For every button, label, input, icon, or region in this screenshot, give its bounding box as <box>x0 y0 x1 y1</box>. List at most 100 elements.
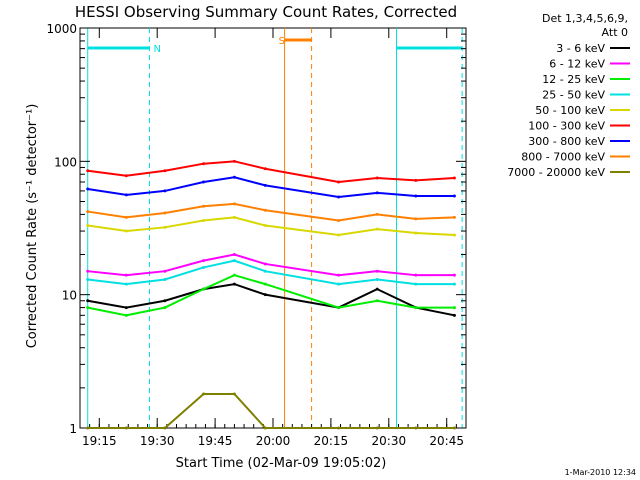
series-line-5 <box>87 160 455 183</box>
legend-label-4: 50 - 100 keV <box>535 104 605 117</box>
series-point-4 <box>232 215 236 219</box>
series-line-4 <box>87 216 455 237</box>
series-point-3 <box>202 265 206 269</box>
series-point-5 <box>452 176 456 180</box>
plot-frame <box>79 27 467 429</box>
series-point-7 <box>163 211 167 215</box>
series-point-1 <box>337 273 341 277</box>
series-point-8 <box>375 426 379 430</box>
series-point-8 <box>124 426 128 430</box>
series-point-3 <box>232 259 236 263</box>
series-point-0 <box>232 282 236 286</box>
annotation-label-0: N <box>153 44 160 55</box>
series-point-6 <box>163 189 167 193</box>
series-point-2 <box>414 306 418 310</box>
series-point-5 <box>375 176 379 180</box>
series-point-8 <box>202 392 206 396</box>
series-point-7 <box>337 218 341 222</box>
series-point-2 <box>163 306 167 310</box>
series-point-2 <box>124 313 128 317</box>
series-point-4 <box>124 229 128 233</box>
series-point-7 <box>86 210 90 214</box>
series-point-5 <box>232 159 236 163</box>
series-point-8 <box>263 426 267 430</box>
plot-area: N S 1 10 100 1000 19:15 19:30 19:45 20:00 20:15 20:… <box>46 22 467 448</box>
series-point-6 <box>232 175 236 179</box>
series-point-6 <box>452 194 456 198</box>
series-point-7 <box>124 215 128 219</box>
series-point-4 <box>202 218 206 222</box>
series-point-8 <box>86 426 90 430</box>
series-point-2 <box>375 299 379 303</box>
series-point-5 <box>124 174 128 178</box>
series-point-6 <box>375 191 379 195</box>
series-point-2 <box>202 287 206 291</box>
series-line-6 <box>87 176 455 199</box>
series-point-5 <box>202 162 206 166</box>
y-tick-label: 1 <box>69 422 77 436</box>
series-point-5 <box>337 180 341 184</box>
series-point-1 <box>414 273 418 277</box>
series-point-5 <box>86 169 90 173</box>
series-point-4 <box>452 233 456 237</box>
series-line-1 <box>87 253 455 277</box>
series-point-4 <box>163 225 167 229</box>
y-tick-label: 1000 <box>46 22 77 36</box>
series-point-4 <box>375 227 379 231</box>
series-point-3 <box>414 282 418 286</box>
series-point-2 <box>452 306 456 310</box>
series-point-5 <box>263 167 267 171</box>
series-point-7 <box>452 215 456 219</box>
series-point-2 <box>232 273 236 277</box>
series-point-7 <box>263 208 267 212</box>
series-point-1 <box>452 273 456 277</box>
series-point-1 <box>86 269 90 273</box>
series-line-3 <box>87 259 455 286</box>
series-line-7 <box>87 202 455 222</box>
series-point-0 <box>263 293 267 297</box>
series-point-3 <box>263 269 267 273</box>
series-point-4 <box>414 231 418 235</box>
series-point-8 <box>232 392 236 396</box>
legend-title-line-1: Det 1,3,4,5,6,9, <box>542 12 628 25</box>
series-point-7 <box>232 202 236 206</box>
series-point-1 <box>124 273 128 277</box>
series-point-3 <box>86 277 90 281</box>
x-tick-label: 20:45 <box>429 434 464 448</box>
series-point-4 <box>337 233 341 237</box>
series-point-3 <box>452 282 456 286</box>
series-point-3 <box>375 277 379 281</box>
series-line-2 <box>87 274 455 317</box>
x-axis-label: Start Time (02-Mar-09 19:05:02) <box>176 456 387 471</box>
series-point-7 <box>414 217 418 221</box>
chart-title: HESSI Observing Summary Count Rates, Cor… <box>75 3 457 21</box>
series-point-0 <box>452 313 456 317</box>
legend-label-8: 7000 - 20000 keV <box>507 166 605 179</box>
series-point-0 <box>375 287 379 291</box>
series-point-0 <box>86 299 90 303</box>
legend-label-3: 25 - 50 keV <box>542 89 605 102</box>
series-point-7 <box>202 204 206 208</box>
series-point-6 <box>414 194 418 198</box>
series-point-3 <box>124 282 128 286</box>
series-point-4 <box>263 224 267 228</box>
series-point-6 <box>202 180 206 184</box>
y-tick-label: 10 <box>62 289 77 303</box>
series-point-2 <box>263 282 267 286</box>
series-point-5 <box>414 178 418 182</box>
series-point-3 <box>337 282 341 286</box>
x-tick-label: 20:30 <box>372 434 407 448</box>
x-tick-label: 19:30 <box>140 434 175 448</box>
x-tick-label: 20:15 <box>314 434 349 448</box>
series-point-8 <box>337 426 341 430</box>
generated-timestamp: 1-Mar-2010 12:34 <box>565 468 636 477</box>
legend-label-5: 100 - 300 keV <box>528 120 605 133</box>
series-point-5 <box>163 169 167 173</box>
series-point-0 <box>124 306 128 310</box>
legend-label-2: 12 - 25 keV <box>542 73 605 86</box>
legend-label-0: 3 - 6 keV <box>556 42 605 55</box>
series-point-8 <box>452 426 456 430</box>
series-point-6 <box>263 183 267 187</box>
series-point-4 <box>86 224 90 228</box>
